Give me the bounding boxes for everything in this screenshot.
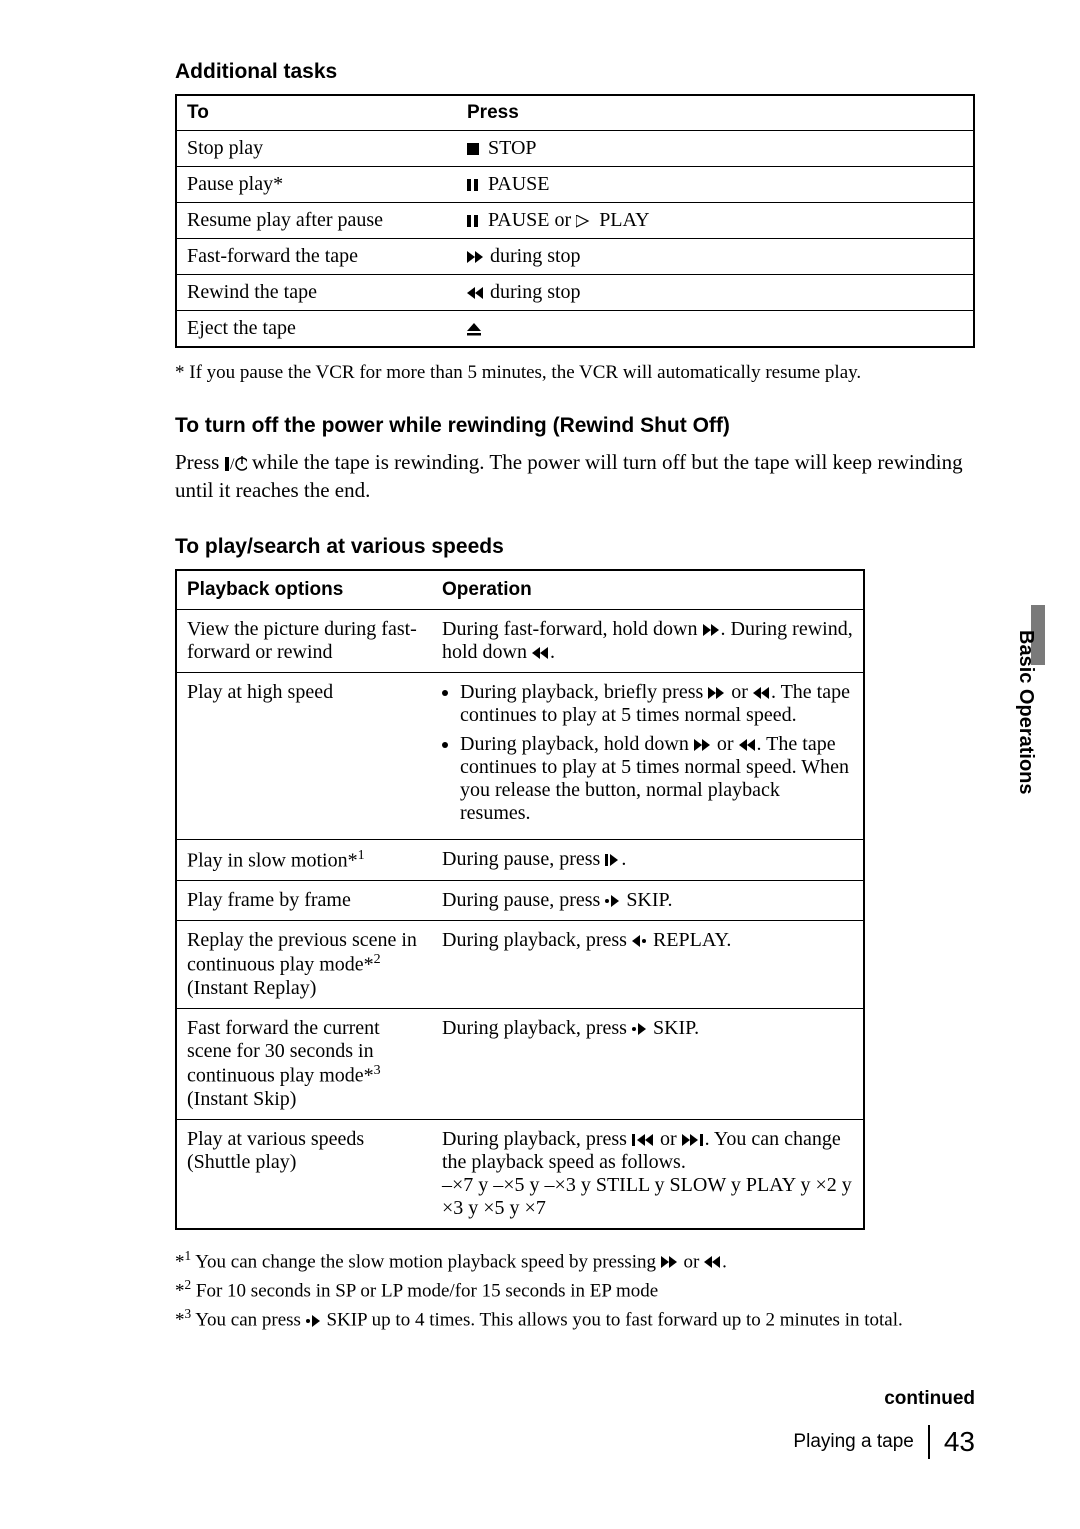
- ff-icon: [708, 687, 726, 700]
- header-playback-options: Playback options: [176, 570, 432, 610]
- side-tab: Basic Operations: [977, 635, 1005, 855]
- cell-operation: During playback, press SKIP.: [432, 1009, 864, 1120]
- table-row: View the picture during fast-forward or …: [176, 609, 864, 672]
- cell-playback-option: Play in slow motion*1: [176, 839, 432, 881]
- table-header-row: Playback options Operation: [176, 570, 864, 610]
- footnote-pause: * If you pause the VCR for more than 5 m…: [175, 362, 975, 384]
- cell-press: STOP: [457, 131, 974, 167]
- pause-icon: [467, 215, 483, 228]
- skip-back-icon: [632, 935, 648, 948]
- footnotes-block: *1 You can change the slow motion playba…: [175, 1248, 975, 1332]
- header-to: To: [176, 95, 457, 131]
- footer-title: Playing a tape: [793, 1431, 913, 1453]
- cell-to: Stop play: [176, 131, 457, 167]
- page-footer: continued Playing a tape 43: [175, 1388, 975, 1459]
- heading-play-search: To play/search at various speeds: [175, 535, 975, 559]
- skip-fwd-icon: [605, 895, 621, 908]
- table-row: Replay the previous scene in continuous …: [176, 921, 864, 1009]
- table-row: Stop play STOP: [176, 131, 974, 167]
- cell-playback-option: Fast forward the current scene for 30 se…: [176, 1009, 432, 1120]
- table-row: Eject the tape: [176, 311, 974, 348]
- next-icon: [682, 1134, 705, 1147]
- cell-press: during stop: [457, 239, 974, 275]
- table-row: Fast forward the current scene for 30 se…: [176, 1009, 864, 1120]
- cell-operation: During playback, press or . You can chan…: [432, 1119, 864, 1229]
- stop-icon: [467, 143, 483, 156]
- header-press: Press: [457, 95, 974, 131]
- table-row: Play at high speedDuring playback, brief…: [176, 672, 864, 839]
- cell-to: Rewind the tape: [176, 275, 457, 311]
- cell-operation: During pause, press SKIP.: [432, 881, 864, 921]
- cell-press: PAUSE or PLAY: [457, 203, 974, 239]
- ff-icon: [694, 739, 712, 752]
- prev-icon: [632, 1134, 655, 1147]
- ff-icon: [661, 1256, 679, 1269]
- cell-to: Pause play*: [176, 167, 457, 203]
- cell-playback-option: View the picture during fast-forward or …: [176, 609, 432, 672]
- cell-to: Fast-forward the tape: [176, 239, 457, 275]
- text-rewind-rest: while the tape is rewinding. The power w…: [175, 450, 963, 502]
- text-press: Press: [175, 450, 225, 474]
- pause-icon: [467, 179, 483, 192]
- side-tab-label: Basic Operations: [1014, 630, 1037, 795]
- slow-icon: [605, 854, 621, 867]
- cell-operation: During pause, press .: [432, 839, 864, 881]
- page-number: 43: [944, 1426, 975, 1458]
- footnote: *2 For 10 seconds in SP or LP mode/for 1…: [175, 1277, 975, 1302]
- ff-icon: [703, 624, 721, 637]
- footer-divider: [928, 1425, 930, 1459]
- eject-icon: [467, 323, 483, 336]
- cell-playback-option: Play at various speeds (Shuttle play): [176, 1119, 432, 1229]
- cell-playback-option: Play frame by frame: [176, 881, 432, 921]
- cell-press: during stop: [457, 275, 974, 311]
- speeds-table: Playback options Operation View the pict…: [175, 569, 865, 1230]
- cell-to: Eject the tape: [176, 311, 457, 348]
- play-icon: [576, 215, 594, 228]
- rew-icon: [704, 1256, 722, 1269]
- table-row: Rewind the tape during stop: [176, 275, 974, 311]
- footnote: *1 You can change the slow motion playba…: [175, 1248, 975, 1273]
- skip-fwd-icon: [306, 1315, 322, 1328]
- page-foot-line: Playing a tape 43: [175, 1425, 975, 1459]
- svg-text:/: /: [230, 456, 235, 471]
- power-icon: /: [225, 450, 247, 474]
- rew-icon: [532, 647, 550, 660]
- skip-fwd-icon: [632, 1023, 648, 1036]
- cell-operation: During playback, briefly press or . The …: [432, 672, 864, 839]
- rewind-shutoff-text: Press / while the tape is rewinding. The…: [175, 448, 975, 505]
- tasks-table: To Press Stop play STOPPause play* PAUSE…: [175, 94, 975, 348]
- continued-label: continued: [175, 1388, 975, 1410]
- table-row: Play frame by frameDuring pause, press S…: [176, 881, 864, 921]
- table-row: Play in slow motion*1During pause, press…: [176, 839, 864, 881]
- cell-to: Resume play after pause: [176, 203, 457, 239]
- heading-additional-tasks: Additional tasks: [175, 60, 975, 84]
- cell-playback-option: Replay the previous scene in continuous …: [176, 921, 432, 1009]
- cell-press: PAUSE: [457, 167, 974, 203]
- ff-icon: [467, 251, 485, 264]
- footnote: *3 You can press SKIP up to 4 times. Thi…: [175, 1306, 975, 1331]
- header-operation: Operation: [432, 570, 864, 610]
- cell-playback-option: Play at high speed: [176, 672, 432, 839]
- table-row: Fast-forward the tape during stop: [176, 239, 974, 275]
- page: Additional tasks To Press Stop play STOP…: [0, 0, 1080, 1529]
- cell-operation: During playback, press REPLAY.: [432, 921, 864, 1009]
- table-row: Play at various speeds (Shuttle play)Dur…: [176, 1119, 864, 1229]
- table-header-row: To Press: [176, 95, 974, 131]
- cell-operation: During fast-forward, hold down . During …: [432, 609, 864, 672]
- cell-press: [457, 311, 974, 348]
- rew-icon: [467, 287, 485, 300]
- heading-rewind-shutoff: To turn off the power while rewinding (R…: [175, 414, 975, 438]
- rew-icon: [739, 739, 757, 752]
- table-row: Resume play after pause PAUSE or PLAY: [176, 203, 974, 239]
- table-row: Pause play* PAUSE: [176, 167, 974, 203]
- rew-icon: [753, 687, 771, 700]
